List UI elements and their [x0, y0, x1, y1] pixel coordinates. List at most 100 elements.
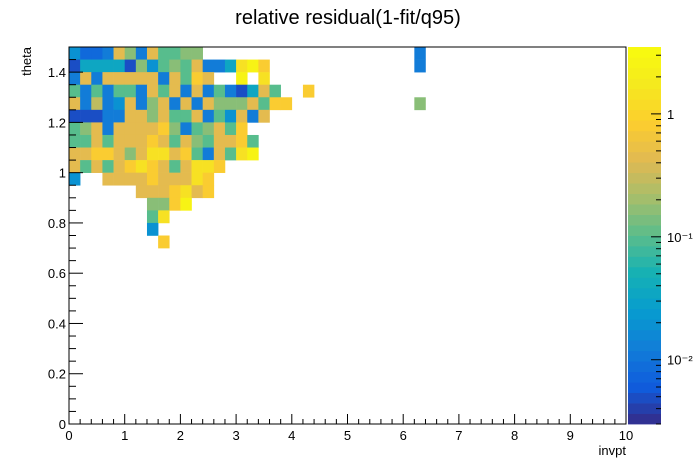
- colorbar-band: [628, 130, 661, 142]
- heatmap-cell: [135, 122, 148, 136]
- heatmap-cell: [113, 47, 125, 60]
- heatmap-cell: [224, 134, 237, 148]
- heatmap-cell: [169, 185, 181, 199]
- heatmap-cell: [169, 160, 181, 173]
- heatmap-cell: [135, 109, 148, 123]
- heatmap-cell: [202, 72, 215, 85]
- heatmap-cell: [180, 147, 192, 161]
- heatmap-cell: [158, 134, 170, 148]
- heatmap-cell: [146, 147, 159, 161]
- colorbar-band: [628, 266, 661, 278]
- colorbar-band: [628, 371, 661, 383]
- heatmap-cell: [124, 172, 137, 186]
- x-tick-label: 6: [400, 428, 407, 443]
- colorbar-band: [628, 319, 661, 331]
- heatmap-cells: [69, 47, 426, 249]
- heatmap-cell: [102, 84, 114, 98]
- heatmap-cell: [102, 72, 114, 85]
- heatmap-cell: [213, 160, 226, 173]
- heatmap-cell: [158, 109, 170, 123]
- heatmap-cell: [247, 97, 259, 111]
- heatmap-cell: [80, 109, 92, 123]
- heatmap-cell: [158, 160, 170, 173]
- colorbar-band: [628, 99, 661, 111]
- heatmap-cell: [146, 185, 159, 199]
- x-tick-label: 8: [511, 428, 518, 443]
- heatmap-cell: [191, 47, 203, 60]
- heatmap-cell: [113, 147, 125, 161]
- heatmap-cell: [91, 134, 103, 148]
- heatmap-cell: [146, 160, 159, 173]
- colorbar-band: [628, 172, 661, 184]
- heatmap-cell: [236, 59, 248, 73]
- heatmap-cell: [135, 172, 148, 186]
- x-tick-label: 4: [288, 428, 295, 443]
- heatmap-cell: [202, 59, 215, 73]
- heatmap-cell: [80, 122, 92, 136]
- heatmap-cell: [80, 147, 92, 161]
- heatmap-cell: [91, 84, 103, 98]
- heatmap-cell: [146, 197, 159, 211]
- y-tick-label: 0.8: [48, 216, 66, 231]
- heatmap-cell: [158, 147, 170, 161]
- heatmap-cell: [91, 160, 103, 173]
- colorbar-band: [628, 57, 661, 69]
- colorbar-band: [628, 225, 661, 236]
- heatmap-cell: [102, 172, 114, 186]
- x-tick-label: 7: [455, 428, 462, 443]
- heatmap-cell: [414, 59, 426, 73]
- colorbar-band: [628, 298, 661, 310]
- heatmap-cell: [80, 134, 92, 148]
- heatmap-cell: [180, 160, 192, 173]
- heatmap-cell: [236, 109, 248, 123]
- heatmap-cell: [69, 147, 81, 161]
- colorbar-band: [628, 109, 661, 121]
- heatmap-cell: [269, 97, 281, 111]
- colorbar-band: [628, 382, 661, 393]
- heatmap-cell: [414, 47, 426, 60]
- heatmap-cell: [69, 97, 81, 111]
- heatmap-cell: [69, 172, 81, 186]
- heatmap-cell: [69, 72, 81, 85]
- colorbar-band: [628, 245, 661, 257]
- colorbar-band: [628, 67, 661, 79]
- heatmap-cell: [280, 97, 293, 111]
- heatmap-cell: [258, 72, 270, 85]
- heatmap-cell: [224, 97, 237, 111]
- colorbar-band: [628, 361, 661, 373]
- heatmap-cell: [69, 122, 81, 136]
- heatmap-cell: [135, 185, 148, 199]
- colorbar-band: [628, 235, 661, 247]
- heatmap-cell: [191, 122, 203, 136]
- heatmap-cell: [102, 97, 114, 111]
- x-axis: 0 1 2 3 4 5 6 7 8 9 10: [65, 414, 633, 443]
- heatmap-cell: [124, 147, 137, 161]
- x-axis-title: invpt: [599, 443, 627, 458]
- heatmap-cell: [158, 97, 170, 111]
- heatmap-cell: [158, 47, 170, 60]
- colorbar-band: [628, 78, 661, 90]
- heatmap-cell: [135, 97, 148, 111]
- heatmap-cell: [213, 122, 226, 136]
- heatmap-cell: [213, 147, 226, 161]
- heatmap-cell: [80, 72, 92, 85]
- colorbar-band: [628, 277, 661, 289]
- heatmap-cell: [146, 97, 159, 111]
- heatmap-cell: [180, 172, 192, 186]
- heatmap-cell: [102, 109, 114, 123]
- heatmap-cell: [191, 97, 203, 111]
- heatmap-cell: [236, 97, 248, 111]
- heatmap-cell: [158, 235, 170, 249]
- heatmap-cell: [69, 160, 81, 173]
- heatmap-cell: [124, 47, 137, 60]
- heatmap-cell: [102, 122, 114, 136]
- heatmap-cell: [191, 134, 203, 148]
- heatmap-cell: [169, 59, 181, 73]
- heatmap-cell: [146, 109, 159, 123]
- y-tick-label: 0.6: [48, 266, 66, 281]
- heatmap-cell: [169, 72, 181, 85]
- heatmap-cell: [124, 109, 137, 123]
- heatmap-cell: [302, 84, 315, 98]
- x-tick-label: 9: [567, 428, 574, 443]
- heatmap-cell: [135, 134, 148, 148]
